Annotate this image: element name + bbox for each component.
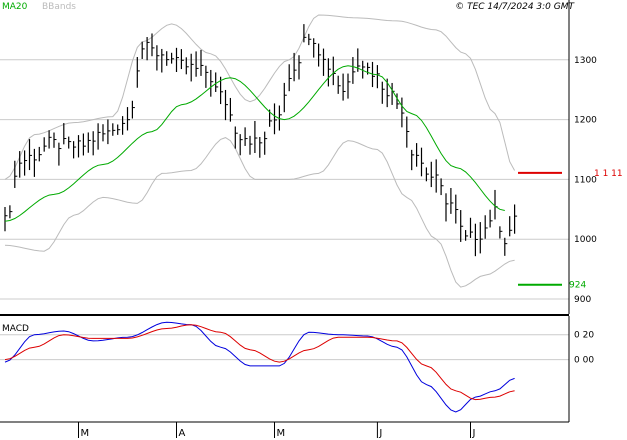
ma20-line-group <box>4 65 505 222</box>
legend-bbands: BBands <box>42 2 76 12</box>
bband-line-1 <box>4 14 516 180</box>
macd-lines <box>4 321 515 413</box>
resistance-label: 1 1 11 <box>594 169 623 179</box>
x-tick-label: M <box>277 428 286 439</box>
bollinger-bands <box>4 14 516 288</box>
ma20-line <box>4 65 505 222</box>
x-tick-label: M <box>81 428 90 439</box>
x-tick-label: J <box>472 428 476 439</box>
x-tick-label: A <box>179 428 186 439</box>
level-annotations: 1 1 11 924 <box>518 169 623 291</box>
price-bars <box>4 24 518 257</box>
macd-tick-label: 0 20 <box>574 331 594 341</box>
y-axis-tick-labels: 900 1000 1100 1200 1300 0 00 0 20 <box>574 56 597 366</box>
copyright-text: © TEC 14/7/2024 3:0 GMT <box>455 2 575 12</box>
bband-line-2 <box>4 137 515 288</box>
macd-line <box>4 321 515 413</box>
support-label: 924 <box>569 281 586 291</box>
legend-ma20: MA20 <box>2 2 28 12</box>
price-tick-label: 1100 <box>574 175 597 185</box>
macd-gridlines <box>0 334 569 361</box>
macd-panel-frame <box>0 316 569 422</box>
signal-line <box>4 324 515 401</box>
macd-tick-label: 0 00 <box>574 356 594 366</box>
price-tick-label: 1200 <box>574 116 597 126</box>
price-tick-label: 900 <box>574 295 591 305</box>
x-tick-label: J <box>378 428 382 439</box>
macd-panel-title: MACD <box>2 324 29 334</box>
price-tick-label: 1000 <box>574 235 597 245</box>
price-tick-label: 1300 <box>574 56 597 66</box>
price-panel-frame <box>0 0 569 314</box>
